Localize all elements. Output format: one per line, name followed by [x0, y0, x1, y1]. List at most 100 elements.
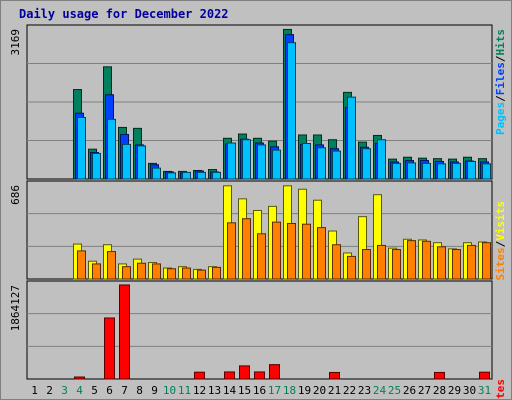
x-tick-label: 11	[178, 384, 191, 397]
bar-kbytes	[479, 371, 490, 380]
x-tick-label: 25	[388, 384, 401, 397]
x-tick-label: 8	[136, 384, 143, 397]
x-tick-label: 16	[253, 384, 266, 397]
bar-sites	[377, 244, 386, 280]
x-tick-label: 17	[268, 384, 281, 397]
legend-top: Pages/Files/Hits	[494, 29, 507, 135]
bar-sites	[482, 242, 491, 280]
bar-sites	[317, 227, 326, 280]
bar-sites	[197, 269, 206, 280]
bar-pages	[332, 150, 341, 180]
bar-sites	[257, 233, 266, 280]
x-tick-label: 19	[298, 384, 311, 397]
bar-kbytes	[329, 371, 340, 380]
bar-sites	[122, 266, 131, 280]
x-tick-label: 31	[478, 384, 491, 397]
bar-pages	[317, 147, 326, 180]
bar-sites	[167, 268, 176, 280]
legend-visits: Visits	[494, 201, 507, 241]
legend-middle: Sites/Visits	[494, 201, 507, 281]
bar-pages	[287, 42, 296, 180]
x-tick-label: 30	[463, 384, 476, 397]
bar-sites	[107, 251, 116, 280]
x-tick-label: 7	[121, 384, 128, 397]
bar-sites	[272, 221, 281, 280]
bar-pages	[347, 96, 356, 180]
bar-sites	[227, 222, 236, 280]
legend-separator: /	[494, 95, 507, 102]
bar-kbytes	[434, 371, 445, 380]
chart-title: Daily usage for December 2022	[19, 7, 229, 21]
bar-pages	[92, 152, 101, 180]
bar-sites	[137, 262, 146, 280]
x-tick-label: 2	[46, 384, 53, 397]
x-tick-label: 4	[76, 384, 83, 397]
legend-separator: /	[494, 240, 507, 247]
x-tick-label: 15	[238, 384, 251, 397]
bar-pages	[197, 171, 206, 180]
bar-sites	[467, 244, 476, 280]
x-tick-label: 10	[163, 384, 176, 397]
bar-kbytes	[74, 376, 85, 380]
x-tick-label: 12	[193, 384, 206, 397]
x-tick-label: 14	[223, 384, 237, 397]
x-tick-label: 18	[283, 384, 296, 397]
x-tick-label: 27	[418, 384, 431, 397]
bar-pages	[482, 163, 491, 180]
x-tick-label: 26	[403, 384, 416, 397]
bar-sites	[287, 223, 296, 280]
bar-kbytes	[194, 371, 205, 380]
bar-pages	[392, 162, 401, 180]
bar-sites	[452, 249, 461, 280]
y-max-label-bottom: 1864127	[9, 285, 22, 331]
bar-pages	[272, 149, 281, 180]
bar-pages	[107, 118, 116, 180]
bar-pages	[182, 171, 191, 180]
x-tick-label: 6	[106, 384, 113, 397]
bar-sites	[392, 249, 401, 280]
x-tick-label: 1	[31, 384, 38, 397]
panel-bottom-area	[26, 280, 493, 380]
bar-pages	[137, 145, 146, 180]
bar-pages	[467, 160, 476, 180]
legend-pages: Pages	[494, 102, 507, 135]
y-max-label-middle: 686	[9, 185, 22, 205]
x-tick-label: 29	[448, 384, 461, 397]
bar-sites	[152, 263, 161, 280]
bar-pages	[212, 171, 221, 180]
x-tick-label: 13	[208, 384, 221, 397]
legend-sites: Sites	[494, 247, 507, 280]
bar-pages	[122, 143, 131, 180]
bar-kbytes	[239, 365, 250, 380]
bar-pages	[167, 172, 176, 180]
bar-sites	[242, 218, 251, 280]
legend-hits: Hits	[494, 29, 507, 56]
legend-separator: /	[494, 55, 507, 62]
legend-kbytes: KBytes	[494, 379, 507, 400]
y-max-label-top: 3169	[9, 29, 22, 56]
bar-sites	[302, 223, 311, 280]
bar-pages	[362, 148, 371, 180]
bar-kbytes	[269, 364, 280, 380]
bar-pages	[152, 167, 161, 180]
bar-sites	[422, 240, 431, 280]
bar-sites	[92, 263, 101, 280]
bar-sites	[212, 266, 221, 280]
bar-kbytes	[224, 371, 235, 380]
x-tick-label: 22	[343, 384, 356, 397]
bar-pages	[77, 116, 86, 180]
x-tick-label: 28	[433, 384, 446, 397]
x-tick-label: 21	[328, 384, 341, 397]
x-tick-label: 5	[91, 384, 98, 397]
legend-files: Files	[494, 62, 507, 95]
bar-pages	[257, 144, 266, 180]
bar-sites	[77, 250, 86, 280]
bar-sites	[437, 246, 446, 280]
bar-sites	[407, 240, 416, 280]
bar-pages	[377, 139, 386, 180]
bar-pages	[302, 142, 311, 180]
x-tick-label: 3	[61, 384, 68, 397]
bar-kbytes	[119, 284, 130, 380]
